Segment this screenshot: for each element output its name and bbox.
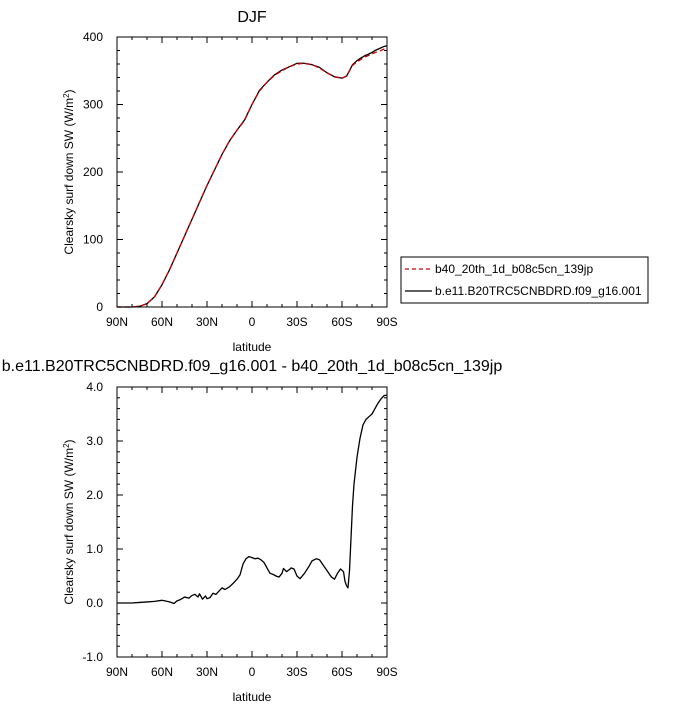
y-axis-label-superscript: 2 bbox=[62, 93, 71, 98]
y-axis-ticks: -1.0 0.0 1.0 2.0 3.0 4.0 bbox=[82, 380, 387, 664]
y-tick-label: 3.0 bbox=[86, 434, 103, 448]
x-tick-label: 90N bbox=[106, 315, 128, 329]
x-tick-label: 60S bbox=[331, 315, 352, 329]
y-tick-label: 100 bbox=[83, 233, 103, 247]
y-tick-label: 0.0 bbox=[86, 596, 103, 610]
y-tick-label: 400 bbox=[83, 30, 103, 44]
y-axis-ticks: 0 100 200 300 400 bbox=[83, 30, 387, 314]
y-axis-label-close: ) bbox=[62, 89, 76, 93]
y-axis-label-main: Clearsky surf down SW (W/m bbox=[62, 98, 76, 255]
y-axis-label: Clearsky surf down SW (W/m2) bbox=[62, 89, 76, 254]
y-tick-label: 0 bbox=[96, 300, 103, 314]
y-tick-label: 300 bbox=[83, 98, 103, 112]
y-tick-label: 1.0 bbox=[86, 542, 103, 556]
series-line-1 bbox=[117, 394, 388, 605]
x-tick-label: 30S bbox=[286, 315, 307, 329]
y-tick-label: -1.0 bbox=[82, 650, 103, 664]
x-tick-label: 90S bbox=[376, 315, 397, 329]
legend: b40_20th_1d_b08c5cn_139jp b.e11.B20TRC5C… bbox=[400, 256, 649, 304]
x-tick-label: 0 bbox=[249, 665, 256, 679]
plot-frame bbox=[116, 386, 388, 658]
x-axis-label: latitude bbox=[233, 690, 272, 704]
series-group bbox=[117, 394, 388, 605]
y-axis-label-superscript: 2 bbox=[62, 443, 71, 448]
x-axis-ticks: 90N 60N 30N 0 30S 60S 90S bbox=[106, 37, 398, 329]
plot-frame bbox=[116, 36, 388, 308]
x-tick-label: 30N bbox=[196, 315, 218, 329]
chart-title: b.e11.B20TRC5CNBDRD.f09_g16.001 - b40_20… bbox=[2, 358, 503, 375]
y-axis-label: Clearsky surf down SW (W/m2) bbox=[62, 439, 76, 604]
x-tick-label: 60N bbox=[151, 665, 173, 679]
legend-entry-series-2: b.e11.B20TRC5CNBDRD.f09_g16.001 bbox=[435, 284, 642, 298]
legend-box bbox=[400, 256, 649, 304]
x-tick-label: 90S bbox=[376, 665, 397, 679]
y-tick-label: 2.0 bbox=[86, 488, 103, 502]
x-tick-label: 30S bbox=[286, 665, 307, 679]
x-axis-label: latitude bbox=[233, 340, 272, 354]
y-axis-label-close: ) bbox=[62, 439, 76, 443]
x-tick-label: 90N bbox=[106, 665, 128, 679]
top-chart: DJF 90N 60N 30N 0 30S 60S 90S 0 100 200 300 400 la… bbox=[62, 9, 398, 354]
series-group bbox=[117, 45, 388, 308]
chart-title: DJF bbox=[237, 9, 267, 26]
legend-entry-series-1: b40_20th_1d_b08c5cn_139jp bbox=[435, 262, 593, 276]
x-tick-label: 30N bbox=[196, 665, 218, 679]
x-tick-label: 60S bbox=[331, 665, 352, 679]
bottom-chart: b.e11.B20TRC5CNBDRD.f09_g16.001 - b40_20… bbox=[2, 358, 503, 704]
x-tick-label: 0 bbox=[249, 315, 256, 329]
x-axis-ticks: 90N 60N 30N 0 30S 60S 90S bbox=[106, 387, 398, 679]
x-tick-label: 60N bbox=[151, 315, 173, 329]
y-tick-label: 4.0 bbox=[86, 380, 103, 394]
series-line-1 bbox=[117, 47, 388, 308]
y-axis-label-main: Clearsky surf down SW (W/m bbox=[62, 448, 76, 605]
y-tick-label: 200 bbox=[83, 165, 103, 179]
series-line-2 bbox=[117, 45, 388, 308]
